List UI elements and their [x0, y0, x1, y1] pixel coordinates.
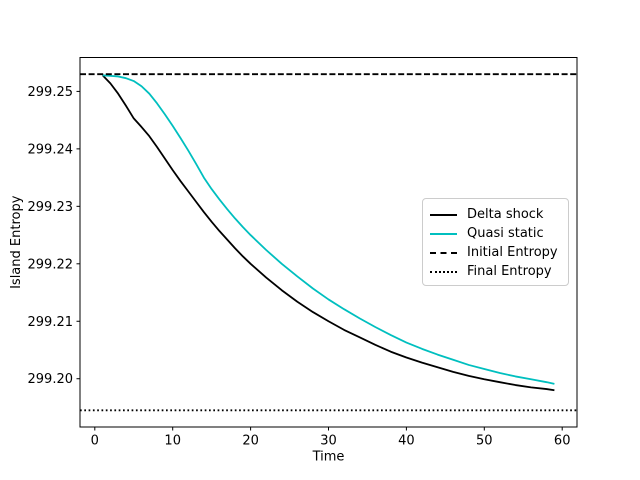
legend-entry-label: Final Entropy — [467, 264, 552, 279]
legend-final-entropy-line-sample — [430, 270, 457, 273]
legend-entry-delta-shock: Delta shock — [430, 205, 560, 224]
legend-entry-label: Initial Entropy — [467, 245, 558, 260]
legend-entry-quasi-static: Quasi static — [430, 224, 560, 243]
x-axis-tick-label: 40 — [398, 434, 415, 449]
legend-quasi-static-line-sample — [430, 232, 457, 235]
legend-entry-final-entropy: Final Entropy — [430, 262, 560, 281]
series-delta-shock-line — [101, 74, 555, 392]
legend-entry-initial-entropy: Initial Entropy — [430, 243, 560, 262]
y-axis-tick-label: 299.21 — [28, 315, 74, 330]
x-axis-tick-label: 0 — [91, 434, 99, 449]
legend-entry-label: Delta shock — [467, 207, 544, 222]
y-axis-label: Island Entropy — [9, 195, 24, 289]
x-axis-label: Time — [312, 450, 345, 465]
y-axis-tick-label: 299.23 — [28, 200, 74, 215]
legend-delta-shock-line-sample — [430, 213, 457, 216]
legend: Delta shock Quasi static Initial Entropy Fi… — [422, 198, 569, 286]
y-axis-tick-label: 299.20 — [28, 372, 74, 387]
y-axis-tick-label: 299.24 — [28, 142, 74, 157]
y-axis-tick-label: 299.25 — [28, 85, 74, 100]
legend-entry-label: Quasi static — [467, 226, 544, 241]
y-axis-tick-label: 299.22 — [28, 257, 74, 272]
x-axis-tick-label: 30 — [320, 434, 337, 449]
x-axis-tick-label: 60 — [554, 434, 571, 449]
x-axis-tick-label: 10 — [164, 434, 181, 449]
legend-initial-entropy-line-sample — [430, 251, 457, 254]
x-axis-tick-label: 50 — [476, 434, 493, 449]
x-axis-tick-label: 20 — [242, 434, 259, 449]
series-quasi-static-line — [102, 74, 555, 385]
